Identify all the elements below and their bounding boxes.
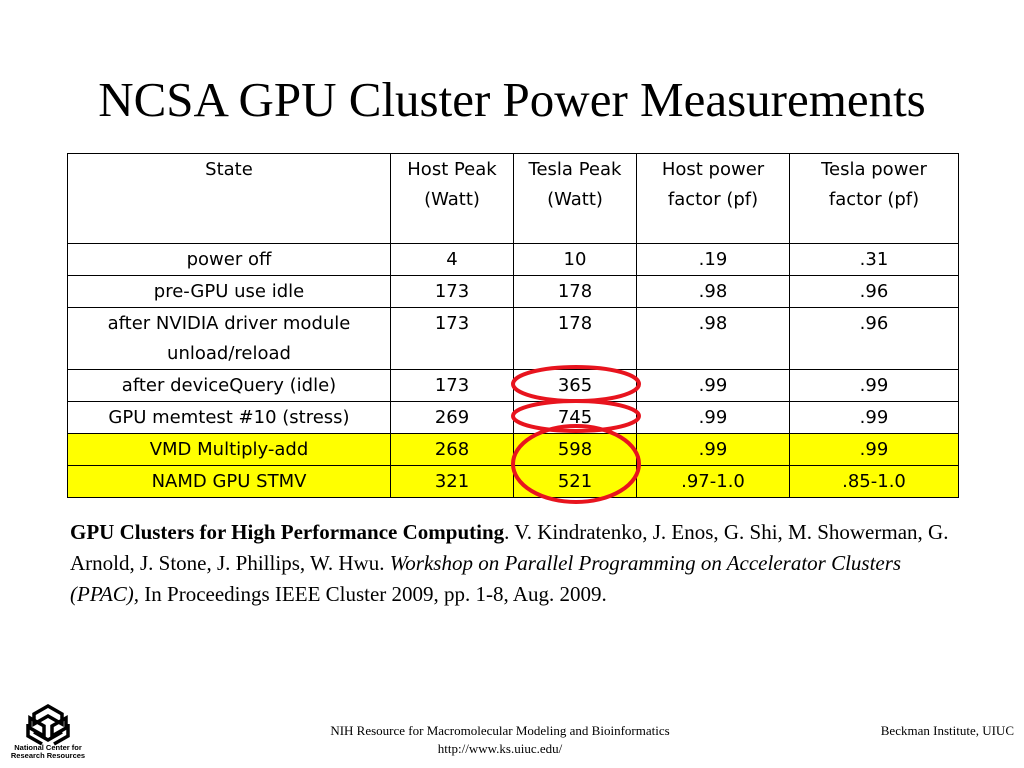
cell-tesla-pf: .85-1.0	[789, 465, 959, 498]
citation-venue: Workshop on Parallel Programming on Acce…	[70, 551, 902, 606]
cell-tesla-peak: 745	[513, 401, 637, 434]
cell-tesla-peak: 178	[513, 275, 637, 308]
cell-host-pf: .98	[636, 275, 790, 308]
cell-host-pf: .19	[636, 243, 790, 276]
footer-institute: Beckman Institute, UIUC	[880, 723, 1014, 738]
table-row: VMD Multiply-add 268 598.99.99	[67, 433, 959, 466]
cell-tesla-pf: .96	[789, 275, 959, 308]
cell-tesla-pf: .99	[789, 369, 959, 402]
footer-resource-name: NIH Resource for Macromolecular Modeling…	[330, 723, 670, 738]
ncrr-logo-text: National Center for Research Resources	[10, 743, 86, 760]
cell-tesla-pf: .99	[789, 401, 959, 434]
table-header-row: State Host Peak (Watt) Tesla Peak (Watt)…	[67, 153, 959, 244]
footer-url: http://www.ks.uiuc.edu/	[437, 741, 563, 756]
cell-host-pf: .98	[636, 307, 790, 370]
cell-tesla-peak: 178	[513, 307, 637, 370]
cell-state: NAMD GPU STMV	[67, 465, 391, 498]
cell-state: after NVIDIA driver module unload/reload	[67, 307, 391, 370]
cell-host-pf: .99	[636, 401, 790, 434]
cell-host-pf: .99	[636, 369, 790, 402]
cell-state: VMD Multiply-add	[67, 433, 391, 466]
ncrr-logo-icon	[26, 703, 70, 746]
cell-state: after deviceQuery (idle)	[67, 369, 391, 402]
header-state: State	[67, 153, 391, 244]
table-row: pre-GPU use idle 173 178.98.96	[67, 275, 959, 308]
table-row: NAMD GPU STMV 321 521.97-1.0.85-1.0	[67, 465, 959, 498]
power-measurements-table: State Host Peak (Watt) Tesla Peak (Watt)…	[67, 153, 959, 498]
citation-title: GPU Clusters for High Performance Comput…	[70, 520, 505, 544]
citation: GPU Clusters for High Performance Comput…	[70, 517, 960, 610]
cell-host-peak: 4	[390, 243, 514, 276]
table-row: power off 4 10.19.31	[67, 243, 959, 276]
citation-rest: In Proceedings IEEE Cluster 2009, pp. 1-…	[139, 582, 607, 606]
cell-tesla-peak: 598	[513, 433, 637, 466]
cell-host-peak: 321	[390, 465, 514, 498]
cell-host-pf: .97-1.0	[636, 465, 790, 498]
cell-host-peak: 173	[390, 275, 514, 308]
cell-tesla-pf: .96	[789, 307, 959, 370]
cell-tesla-peak: 521	[513, 465, 637, 498]
cell-tesla-pf: .31	[789, 243, 959, 276]
cell-tesla-pf: .99	[789, 433, 959, 466]
header-tesla-peak: Tesla Peak (Watt)	[513, 153, 637, 244]
cell-state: GPU memtest #10 (stress)	[67, 401, 391, 434]
cell-host-pf: .99	[636, 433, 790, 466]
table-row: GPU memtest #10 (stress) 269 745.99.99	[67, 401, 959, 434]
cell-tesla-peak: 10	[513, 243, 637, 276]
header-host-peak: Host Peak (Watt)	[390, 153, 514, 244]
footer-center: NIH Resource for Macromolecular Modeling…	[290, 722, 710, 758]
cell-state: power off	[67, 243, 391, 276]
citation-authors: . V. Kindratenko, J. Enos, G. Shi, M. Sh…	[70, 520, 949, 575]
cell-host-peak: 269	[390, 401, 514, 434]
table-row: after NVIDIA driver module unload/reload…	[67, 307, 959, 370]
table-row: after deviceQuery (idle) 173 365.99.99	[67, 369, 959, 402]
cell-host-peak: 173	[390, 307, 514, 370]
header-tesla-pf: Tesla power factor (pf)	[789, 153, 959, 244]
cell-host-peak: 268	[390, 433, 514, 466]
header-host-pf: Host power factor (pf)	[636, 153, 790, 244]
cell-tesla-peak: 365	[513, 369, 637, 402]
slide-title: NCSA GPU Cluster Power Measurements	[98, 72, 926, 127]
cell-state: pre-GPU use idle	[67, 275, 391, 308]
cell-host-peak: 173	[390, 369, 514, 402]
